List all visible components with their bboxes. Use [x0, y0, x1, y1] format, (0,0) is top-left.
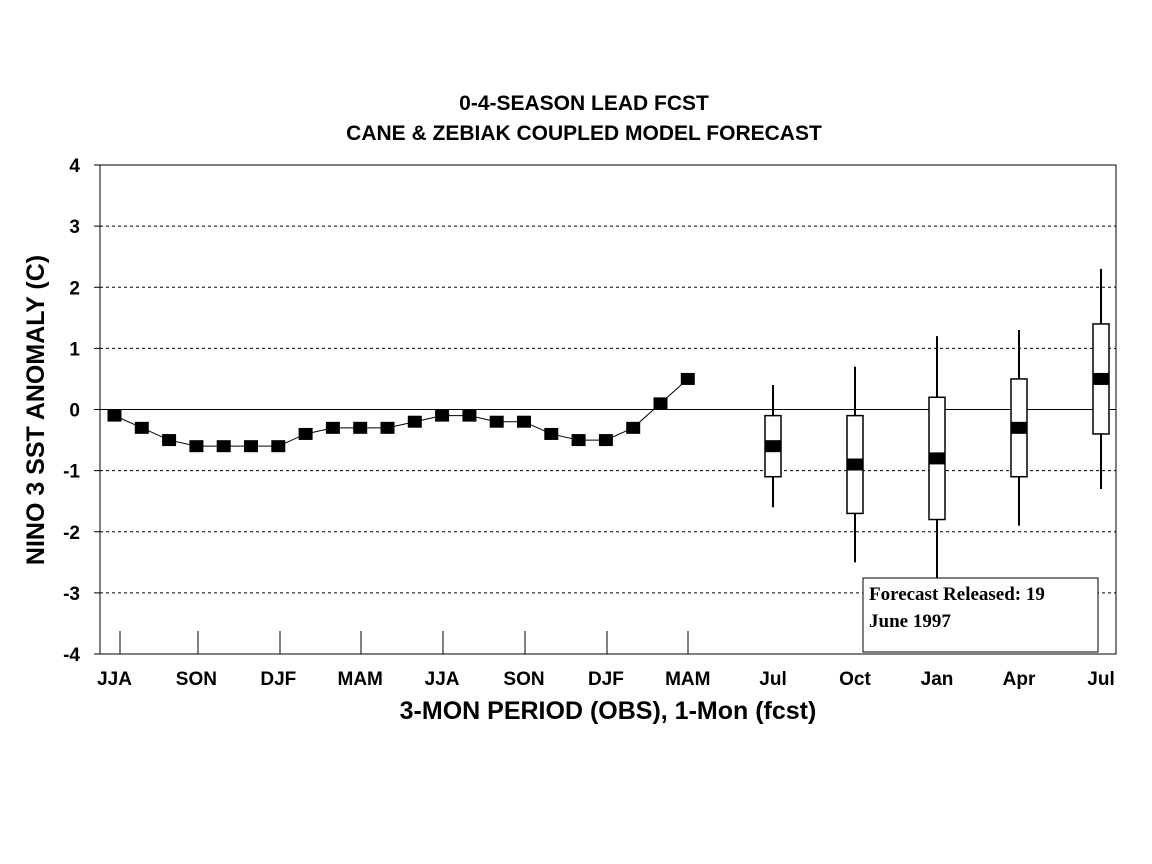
observed-point	[134, 421, 149, 434]
x-tick-label: MAM	[338, 669, 383, 690]
y-tick-label: 0	[69, 401, 80, 422]
observed-point	[598, 434, 613, 447]
observed-point	[462, 409, 477, 422]
observed-point	[298, 427, 313, 440]
observed-point	[189, 440, 204, 453]
forecast-median	[1093, 372, 1109, 385]
gridlines	[100, 225, 1116, 594]
observed-point	[544, 427, 559, 440]
x-tick-label: Jan	[921, 669, 954, 690]
observed-point	[517, 415, 531, 428]
observed-point	[325, 421, 340, 434]
forecast-boxes	[764, 268, 1110, 587]
y-tick-label: -1	[63, 462, 80, 483]
x-tick-label: Oct	[839, 669, 871, 690]
chart-subtitle: CANE & ZEBIAK COUPLED MODEL FORECAST	[346, 122, 822, 145]
observed-point	[162, 434, 177, 447]
observed-point	[626, 421, 641, 434]
y-tick-label: -2	[63, 523, 80, 544]
x-axis-label: 3-MON PERIOD (OBS), 1-Mon (fcst)	[400, 697, 817, 725]
chart-title: 0-4-SEASON LEAD FCST	[459, 92, 709, 115]
x-tick-label: Jul	[1087, 669, 1114, 690]
x-tick-label: JJA	[425, 669, 460, 690]
observed-point	[380, 421, 395, 434]
observed-point	[653, 397, 668, 410]
forecast-median	[765, 440, 781, 453]
x-tick-label: MAM	[665, 669, 710, 690]
observed-point	[435, 409, 450, 422]
observed-point	[244, 440, 258, 453]
y-tick-label: 3	[69, 217, 80, 238]
x-tick-label: DJF	[260, 669, 296, 690]
x-tick-label: SON	[176, 669, 217, 690]
y-tick-label: -4	[63, 645, 80, 666]
observed-point	[571, 434, 586, 447]
y-axis-label: NINO 3 SST ANOMALY (C)	[22, 255, 50, 565]
annotation-box: Forecast Released: 19 June 1997	[862, 577, 1099, 653]
y-axis-ticks: 4 3 2 1 0 -1 -2 -3 -4	[63, 156, 100, 666]
observed-series	[107, 372, 695, 453]
observed-point	[353, 421, 368, 434]
observed-point	[407, 415, 422, 428]
y-tick-label: 1	[69, 339, 80, 360]
forecast-median	[847, 458, 863, 471]
observed-point	[216, 440, 231, 453]
x-tick-label: JJA	[97, 669, 132, 690]
y-tick-label: 4	[69, 156, 80, 177]
x-tick-label: Apr	[1003, 669, 1036, 690]
y-tick-label: -3	[63, 584, 80, 605]
x-tick-label: SON	[503, 669, 544, 690]
observed-line	[114, 378, 689, 447]
annotation-line-2: June 1997	[869, 611, 951, 632]
observed-point	[680, 372, 695, 385]
forecast-median	[1011, 421, 1027, 434]
x-tick-label: DJF	[588, 669, 624, 690]
y-tick-label: 2	[69, 278, 80, 299]
annotation-line-1: Forecast Released: 19	[869, 584, 1045, 605]
forecast-median	[929, 452, 945, 465]
observed-point	[271, 440, 286, 453]
x-axis-ticks: JJA SON DJF MAM JJA SON DJF MAM Jul Oct Jan Apr Jul	[97, 631, 1115, 690]
observed-point	[107, 409, 122, 422]
observed-point	[489, 415, 504, 428]
x-tick-label: Jul	[759, 669, 786, 690]
